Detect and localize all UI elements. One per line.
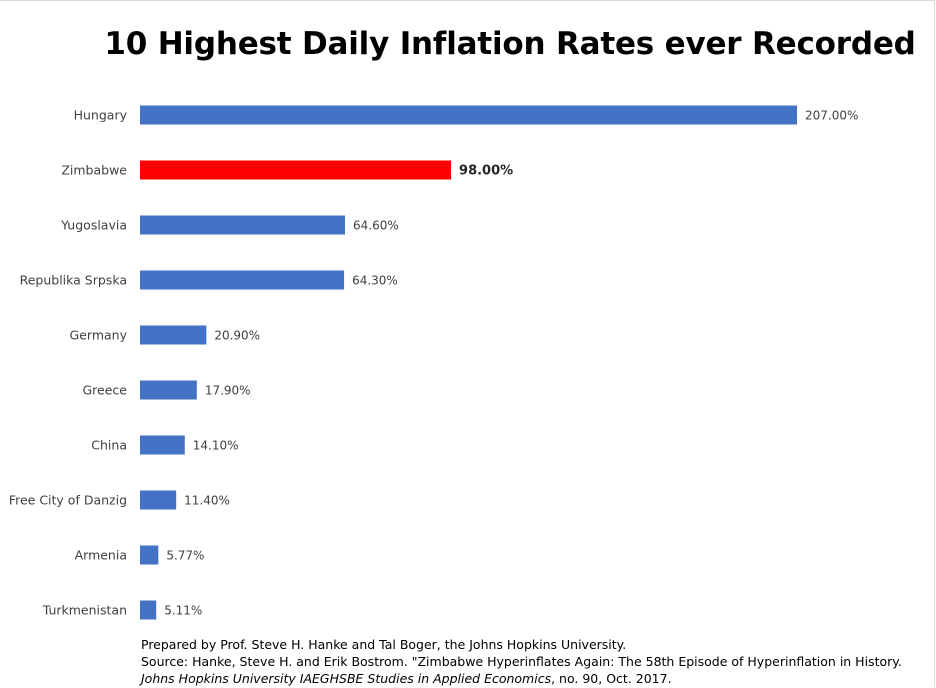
value-label-republika-srpska: 64.30% [352,274,398,288]
category-label-free-city-of-danzig: Free City of Danzig [9,493,127,508]
category-label-greece: Greece [83,383,128,398]
bar-germany [140,325,207,345]
category-label-republika-srpska: Republika Srpska [20,273,127,288]
bar-china [140,435,185,455]
value-label-free-city-of-danzig: 11.40% [184,494,230,508]
bar-chart: Hungary 207.00% Zimbabwe 98.00% Yugoslavia 64… [9,105,858,620]
category-label-armenia: Armenia [75,548,127,563]
category-label-turkmenistan: Turkmenistan [42,603,127,618]
category-label-yugoslavia: Yugoslavia [60,218,127,233]
bar-free-city-of-danzig [140,490,177,510]
category-label-zimbabwe: Zimbabwe [61,163,127,178]
value-label-armenia: 5.77% [166,549,204,563]
value-label-turkmenistan: 5.11% [164,604,202,618]
value-label-yugoslavia: 64.60% [353,219,399,233]
value-label-greece: 17.90% [205,384,251,398]
footnote-prepared-by: Prepared by Prof. Steve H. Hanke and Tal… [141,637,627,652]
footnote-source-journal: Johns Hopkins University IAEGHSBE Studie… [141,671,552,686]
footnote-source-suffix: , no. 90, Oct. 2017. [551,671,672,686]
bar-hungary [140,105,797,125]
bar-turkmenistan [140,600,157,620]
bar-armenia [140,545,159,565]
footnote-source: Source: Hanke, Steve H. and Erik Bostrom… [141,653,931,687]
category-label-china: China [91,438,127,453]
footnote: Prepared by Prof. Steve H. Hanke and Tal… [141,636,931,687]
bar-yugoslavia [140,215,346,235]
value-label-zimbabwe: 98.00% [459,164,513,179]
bar-republika-srpska [140,270,345,290]
value-label-hungary: 207.00% [805,109,858,123]
chart-title: 10 Highest Daily Inflation Rates ever Re… [104,26,916,62]
footnote-source-prefix: Source: Hanke, Steve H. and Erik Bostrom… [141,654,902,669]
bar-zimbabwe [140,160,452,180]
category-label-germany: Germany [70,328,128,343]
category-label-hungary: Hungary [74,108,128,123]
value-label-china: 14.10% [193,439,239,453]
value-label-germany: 20.90% [214,329,260,343]
bar-greece [140,380,197,400]
